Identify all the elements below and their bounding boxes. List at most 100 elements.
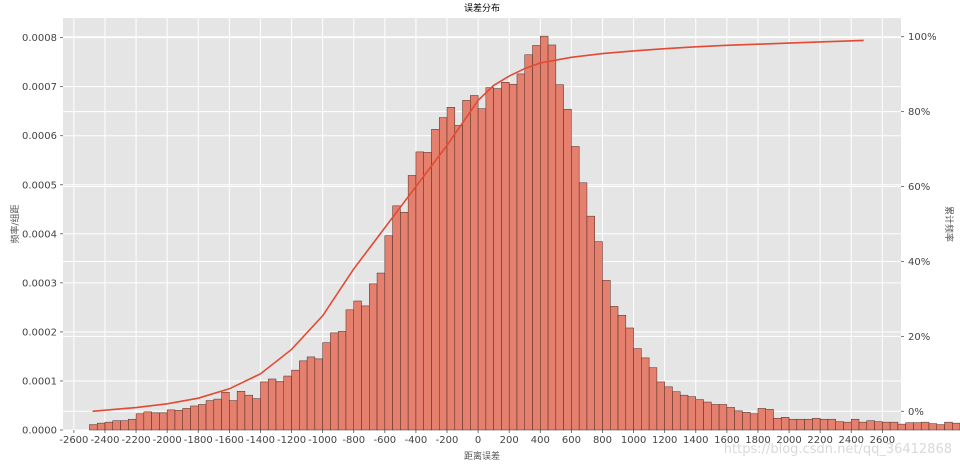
histogram-bar [190,405,199,431]
histogram-bar [221,391,230,431]
histogram-bar [827,418,836,431]
histogram-bar [400,211,409,431]
y-tick-label: 0.0005 [22,180,57,191]
x-tick-label: 1000 [621,435,646,446]
histogram-bar [788,418,798,431]
y2-tick-label: 60% [908,182,930,193]
histogram-bar [952,422,960,431]
histogram-bar [944,421,953,431]
histogram-bar [928,423,938,431]
histogram-bar [306,356,316,431]
y2-tick-label: 20% [908,332,930,343]
histogram-bar [633,348,642,431]
y2-tick-label: 80% [908,107,930,118]
histogram-bar [407,175,417,431]
histogram-bar [726,407,735,431]
histogram-bar [143,411,152,431]
histogram-bar [812,417,821,431]
x-tick-label: -1000 [308,435,337,446]
histogram-bar [765,409,774,431]
histogram-bar [392,205,401,431]
histogram-bar [174,410,183,431]
histogram-bar [819,418,829,431]
histogram-bar [687,396,697,431]
histogram-bar [89,424,98,431]
x-tick-label: -400 [405,435,428,446]
histogram-bar [120,420,129,431]
histogram-bar [664,386,673,431]
histogram-bar [703,401,712,431]
histogram-bar [796,418,805,431]
histogram-bar [345,309,354,431]
histogram-bar [151,412,160,431]
histogram-bar [501,82,510,431]
histogram-bar [524,54,533,431]
histogram-bar [493,88,502,431]
histogram-bar [749,413,759,431]
histogram-bar [866,420,875,431]
histogram-bar [112,420,121,431]
histogram-bar [594,241,603,431]
histogram-bar [213,398,222,431]
y-tick-label: 0.0006 [22,131,57,142]
x-tick-label: -2400 [90,435,119,446]
histogram-bar [913,422,922,431]
histogram-bar [532,45,541,431]
y2-tick-label: 40% [908,257,930,268]
y2-axis-ticks: 0% 20% 40% 60% 80% 100% [901,32,937,418]
x-tick-label: 1400 [683,435,708,446]
histogram-bar [734,410,743,431]
histogram-bar [850,418,860,431]
histogram-bar [260,381,269,431]
histogram-bar [446,107,456,431]
histogram-bar [431,129,440,431]
histogram-bar [578,182,588,431]
histogram-bar [804,418,813,431]
x-tick-label: -2200 [122,435,151,446]
histogram-bar [641,357,650,431]
x-tick-label: 1200 [652,435,677,446]
histogram-bar [353,300,362,431]
histogram-bar [182,408,191,431]
histogram-bar [229,400,238,431]
histogram-bar [322,342,331,431]
histogram-bar [275,381,285,431]
histogram-bar [905,422,914,431]
watermark: https://blog.csdn.net/qq_36412868 [724,442,952,457]
y-axis-label: 频率/组距 [9,204,21,243]
histogram-bars [89,35,960,431]
y-tick-label: 0.0003 [22,278,57,289]
histogram-bar [283,375,292,431]
x-tick-label: -200 [436,435,459,446]
x-tick-label: -2000 [153,435,182,446]
x-tick-label: -1600 [215,435,244,446]
histogram-bar [656,381,665,431]
y2-tick-label: 0% [908,407,924,418]
histogram-bar [244,394,253,431]
x-tick-label: -1400 [246,435,275,446]
histogram-bar [625,327,634,431]
x-tick-label: 1600 [714,435,739,446]
histogram-bar [617,314,627,431]
x-tick-label: 2000 [776,435,801,446]
y-tick-label: 0.0000 [22,426,57,437]
x-tick-label: 600 [562,435,581,446]
histogram-bar [314,358,323,431]
histogram-bar [858,421,868,431]
histogram-bar [516,73,526,431]
histogram-bar [610,306,619,431]
histogram-bar [882,421,891,431]
x-tick-label: 400 [531,435,550,446]
histogram-bar [874,421,883,431]
histogram-bar [291,369,300,431]
x-tick-label: 2600 [870,435,895,446]
y2-tick-label: 100% [908,32,937,43]
histogram-bar [376,272,386,431]
histogram-bar [586,215,595,431]
histogram-bar [781,416,790,431]
cumulative-frequency-line [92,39,864,413]
histogram-bar [423,152,432,431]
y-axis-ticks: 0.0000 0.0001 0.0002 0.0003 0.0004 0.0005 0.00… [22,33,63,437]
histogram-bar [540,35,549,431]
